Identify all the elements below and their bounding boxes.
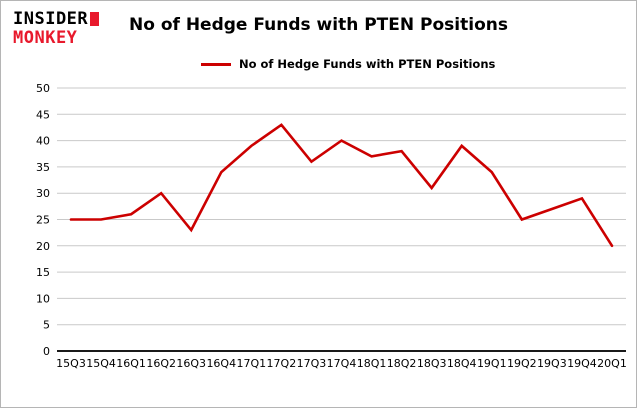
- svg-text:17Q2: 17Q2: [267, 357, 297, 370]
- svg-text:19Q2: 19Q2: [507, 357, 537, 370]
- svg-text:18Q2: 18Q2: [387, 357, 417, 370]
- legend-line-icon: [201, 62, 231, 66]
- logo-text-monkey: MONKEY: [13, 28, 78, 48]
- svg-text:17Q3: 17Q3: [297, 357, 327, 370]
- svg-text:17Q4: 17Q4: [327, 357, 357, 370]
- logo-cursor-icon: [90, 12, 100, 26]
- insider-monkey-logo: INSIDER MONKEY: [13, 9, 100, 48]
- svg-text:40: 40: [36, 135, 50, 148]
- logo-text-insider: INSIDER: [13, 9, 89, 29]
- svg-text:30: 30: [36, 187, 50, 200]
- svg-text:16Q3: 16Q3: [176, 357, 206, 370]
- svg-text:19Q3: 19Q3: [537, 357, 567, 370]
- svg-text:15: 15: [36, 266, 50, 279]
- svg-text:5: 5: [43, 319, 50, 332]
- svg-text:18Q4: 18Q4: [447, 357, 477, 370]
- logo-row-1: INSIDER: [13, 9, 100, 29]
- svg-text:45: 45: [36, 108, 50, 121]
- svg-text:35: 35: [36, 161, 50, 174]
- svg-text:20Q1: 20Q1: [597, 357, 627, 370]
- svg-text:10: 10: [36, 292, 50, 305]
- svg-text:18Q3: 18Q3: [417, 357, 447, 370]
- legend: No of Hedge Funds with PTEN Positions: [201, 57, 495, 71]
- svg-text:19Q1: 19Q1: [477, 357, 507, 370]
- svg-text:18Q1: 18Q1: [357, 357, 387, 370]
- logo-row-2: MONKEY: [13, 29, 99, 48]
- svg-text:16Q1: 16Q1: [116, 357, 146, 370]
- svg-text:15Q4: 15Q4: [86, 357, 116, 370]
- svg-text:50: 50: [36, 82, 50, 95]
- svg-text:16Q4: 16Q4: [206, 357, 236, 370]
- legend-label: No of Hedge Funds with PTEN Positions: [239, 57, 496, 71]
- svg-text:16Q2: 16Q2: [146, 357, 176, 370]
- svg-text:0: 0: [43, 345, 50, 358]
- svg-text:20: 20: [36, 240, 50, 253]
- svg-text:19Q4: 19Q4: [567, 357, 597, 370]
- svg-text:25: 25: [36, 214, 50, 227]
- svg-text:17Q1: 17Q1: [237, 357, 267, 370]
- page-title: No of Hedge Funds with PTEN Positions: [129, 15, 508, 35]
- svg-text:15Q3: 15Q3: [56, 357, 86, 370]
